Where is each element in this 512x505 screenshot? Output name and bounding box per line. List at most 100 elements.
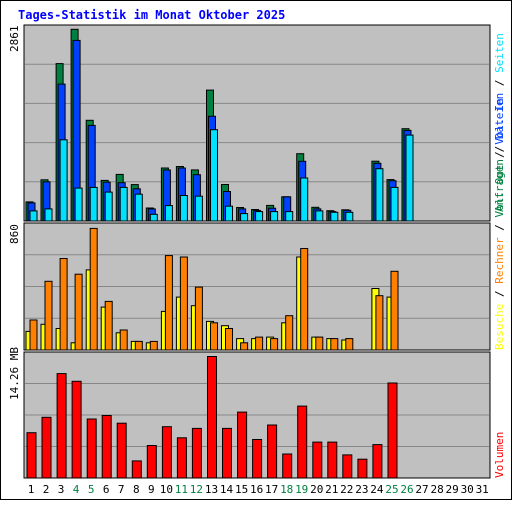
legend-item-volumen: Volumen bbox=[493, 432, 506, 478]
middle-panel-rechner-bar-day-3 bbox=[59, 258, 68, 351]
legend-group: Besuche / Rechner / Vol. Out / Vol. In bbox=[493, 98, 506, 350]
x-tick-label-4: 4 bbox=[73, 483, 80, 496]
legend-item-volin: Vol. In bbox=[493, 98, 506, 144]
middle-panel-rechner-bar-day-19 bbox=[300, 248, 309, 351]
chart-title: Tages-Statistik im Monat Oktober 2025 bbox=[18, 8, 285, 22]
top-panel-seiten-bar-day-3 bbox=[59, 139, 68, 222]
x-tick-label-15: 15 bbox=[235, 483, 248, 496]
legend-item-besuche: Besuche bbox=[493, 304, 506, 350]
x-axis-labels: 1 2 3 4 5 6 7 8 9 10 11 12 13 14 15 16 17 18 19 20 21 22 23 24 2… bbox=[28, 483, 489, 496]
top-panel-seiten-bar-day-8 bbox=[134, 193, 143, 222]
top-panel-seiten-bar-day-1 bbox=[29, 210, 38, 222]
x-tick-label-14: 14 bbox=[220, 483, 234, 496]
top-panel-seiten-bar-day-10 bbox=[164, 205, 173, 222]
x-tick-label-20: 20 bbox=[310, 483, 323, 496]
legend-item-rechner: Rechner bbox=[493, 237, 506, 284]
top-panel-seiten-bar-day-4 bbox=[74, 187, 83, 222]
middle-panel-rechner-bar-day-4 bbox=[74, 273, 83, 351]
bottom-panel-volumen-bar-day-15 bbox=[237, 411, 248, 479]
x-tick-label-8: 8 bbox=[133, 483, 140, 496]
middle-panel-rechner-bar-day-18 bbox=[285, 315, 294, 351]
x-tick-label-18: 18 bbox=[280, 483, 293, 496]
top-panel-seiten-bar-day-14 bbox=[225, 205, 233, 222]
x-tick-label-21: 21 bbox=[325, 483, 338, 496]
bottom-panel-volumen-bar-day-16 bbox=[252, 439, 263, 479]
bottom-panel-volumen-bar-day-25 bbox=[387, 382, 398, 479]
bottom-panel-volumen-bar-day-19 bbox=[297, 405, 308, 479]
middle-panel-rechner-bar-day-9 bbox=[149, 340, 158, 351]
top-panel-seiten-bar-day-15 bbox=[240, 213, 249, 222]
middle-panel-rechner-bar-day-15 bbox=[240, 342, 249, 351]
bottom-panel-volumen-bar-day-23 bbox=[357, 458, 368, 479]
top-panel-seiten-bar-day-25 bbox=[390, 186, 399, 222]
bottom-panel-volumen-bar-day-13 bbox=[207, 356, 217, 479]
bottom-panel-volumen-bar-day-5 bbox=[86, 418, 97, 479]
bottom-panel-volumen-bar-day-11 bbox=[176, 437, 187, 479]
legend-separator: / bbox=[493, 73, 506, 93]
x-tick-label-10: 10 bbox=[160, 483, 173, 496]
x-tick-label-16: 16 bbox=[250, 483, 263, 496]
legend-item-dateien: Dateien bbox=[493, 93, 506, 139]
top-panel-seiten-bar-day-16 bbox=[255, 211, 264, 222]
x-tick-label-6: 6 bbox=[103, 483, 110, 496]
middle-panel-rechner-bar-day-5 bbox=[89, 227, 98, 351]
x-tick-label-1: 1 bbox=[28, 483, 35, 496]
top-panel-seiten-bar-day-5 bbox=[89, 186, 98, 222]
top-panel-seiten-bar-day-9 bbox=[149, 213, 158, 222]
legend-group: Volumen bbox=[493, 432, 506, 478]
x-tick-label-2: 2 bbox=[43, 483, 50, 496]
middle-panel-rechner-bar-day-2 bbox=[44, 280, 53, 351]
bottom-panel-volumen-bar-day-24 bbox=[372, 444, 383, 479]
top-panel-seiten-bar-day-17 bbox=[270, 211, 279, 222]
legend-group: Anfragen / Dateien / Seiten bbox=[493, 33, 506, 212]
legend-separator: / bbox=[493, 218, 506, 238]
middle-panel-rechner-bar-day-25 bbox=[390, 270, 399, 351]
bottom-panel-volumen-bar-day-8 bbox=[131, 460, 142, 479]
legend-separator: / bbox=[493, 139, 506, 159]
top-panel-seiten-bar-day-13 bbox=[210, 129, 218, 222]
x-tick-label-27: 27 bbox=[415, 483, 428, 496]
x-tick-label-25: 25 bbox=[385, 483, 398, 496]
legend-item-volout: Vol. Out bbox=[493, 165, 506, 218]
top-panel-seiten-bar-day-12 bbox=[194, 195, 203, 222]
x-tick-label-9: 9 bbox=[148, 483, 155, 496]
top-panel-seiten-bar-day-11 bbox=[179, 195, 188, 222]
legend-text: Besuche / Rechner / Vol. Out / Vol. In bbox=[493, 98, 506, 350]
top-y-max-label: 2861 bbox=[8, 26, 21, 53]
x-tick-label-24: 24 bbox=[370, 483, 384, 496]
top-panel-seiten-bar-day-24 bbox=[375, 168, 384, 222]
x-tick-label-11: 11 bbox=[175, 483, 188, 496]
top-panel-seiten-bar-day-22 bbox=[345, 211, 354, 222]
middle-panel-rechner-bar-day-11 bbox=[179, 256, 188, 351]
bottom-panel-volumen-bar-day-9 bbox=[146, 445, 157, 479]
middle-panel-rechner-bar-day-13 bbox=[210, 322, 218, 351]
middle-y-max-label: 860 bbox=[8, 224, 21, 244]
bottom-panel-volumen-bar-day-14 bbox=[222, 427, 232, 479]
top-panel-seiten-bar-day-7 bbox=[119, 186, 128, 222]
middle-panel-rechner-bar-day-6 bbox=[104, 300, 113, 351]
top-panel-seiten-bar-day-21 bbox=[330, 211, 339, 222]
bottom-panel-volumen-bar-day-6 bbox=[101, 415, 112, 479]
top-panel-seiten-bar-day-20 bbox=[315, 210, 324, 222]
legend-item-anfragen: Anfragen bbox=[493, 159, 506, 212]
bottom-panel-volumen-bar-day-7 bbox=[116, 422, 127, 479]
middle-panel-rechner-bar-day-12 bbox=[194, 286, 203, 351]
middle-panel-rechner-bar-day-7 bbox=[119, 329, 128, 351]
x-tick-label-5: 5 bbox=[88, 483, 95, 496]
bottom-panel-volumen-bar-day-12 bbox=[191, 427, 202, 479]
bottom-panel-volumen-bar-day-18 bbox=[282, 453, 293, 479]
x-tick-label-26: 26 bbox=[400, 483, 413, 496]
bars bbox=[25, 28, 414, 479]
bottom-panel-volumen-bar-day-1 bbox=[26, 432, 37, 479]
legend-text: Volumen bbox=[493, 432, 506, 478]
x-tick-label-13: 13 bbox=[205, 483, 218, 496]
x-tick-label-22: 22 bbox=[340, 483, 353, 496]
x-tick-label-31: 31 bbox=[476, 483, 489, 496]
x-tick-label-28: 28 bbox=[430, 483, 443, 496]
legend-separator: / bbox=[493, 284, 506, 304]
middle-panel-rechner-bar-day-14 bbox=[225, 328, 233, 351]
bottom-y-max-label: 14.26 MB bbox=[8, 347, 21, 400]
top-panel-seiten-bar-day-6 bbox=[104, 191, 113, 222]
bottom-panel-volumen-bar-day-4 bbox=[71, 380, 82, 479]
